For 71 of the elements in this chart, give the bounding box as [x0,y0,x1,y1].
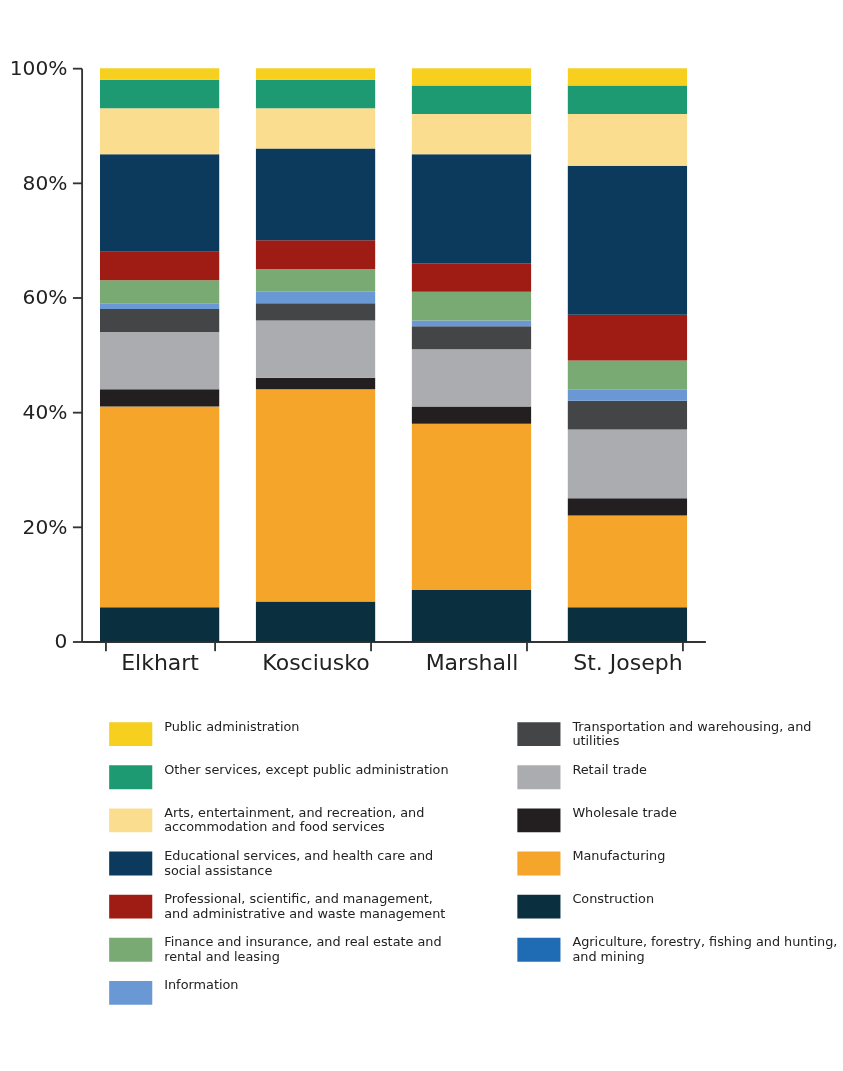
x-tick-label: Elkhart [121,650,200,676]
bar [567,429,688,499]
legend-label: Information [164,977,239,993]
bar [99,303,220,310]
bar [567,389,688,401]
legend-label: Arts, entertainment, and recreation, and accommodation and food services [164,804,425,835]
bar [411,423,532,590]
x-tick-label: Kosciusko [262,650,370,676]
bar [567,68,688,86]
bar [99,68,220,80]
bar [99,108,220,155]
y-tick-label: 0 [54,629,68,654]
bar [411,320,532,327]
bar [411,68,532,86]
bar [255,68,376,80]
bar [567,165,688,315]
legend-label: Transportation and warehousing, and utilities [571,718,812,749]
bar [567,360,688,390]
bar [255,148,376,241]
bar [255,601,376,642]
bar [255,303,376,321]
bar [99,331,220,390]
bar [567,85,688,115]
legend-label: Agriculture, forestry, fishing and hunting, and mining [572,934,838,964]
bar [411,263,532,292]
legend-label: Wholesale trade [572,804,677,820]
legend-label: Educational services, and health care and social assistance [164,847,434,878]
bar [99,607,220,642]
legend-label: Finance and insurance, and real estate and rental and leasing [164,934,442,964]
bar [411,589,532,642]
legend-label: Retail trade [572,761,648,777]
bar [255,268,376,292]
bar [567,607,688,642]
bar [99,309,220,332]
bar [411,114,532,155]
y-tick-label: 40% [22,400,68,425]
y-tick-label: 60% [22,285,68,310]
bar [99,251,220,281]
bar [411,406,532,424]
legend-label: Construction [572,890,655,906]
bar [99,389,220,407]
bar [567,114,688,166]
bar [255,291,376,304]
bar [411,85,532,115]
bar [567,498,688,516]
bar [255,377,376,390]
legend-label: Public administration [164,718,300,734]
x-tick-label: Marshall [425,650,519,676]
x-tick-label: St. Joseph [573,650,683,676]
bar [411,326,532,350]
legend-label: Other services, except public administration [164,761,449,777]
legend-label: Manufacturing [572,847,666,863]
legend-label: Professional, scientific, and management, and administrative and waste management [164,890,446,921]
bar [567,314,688,361]
bar [99,280,220,304]
bar [255,389,376,602]
bar [99,154,220,252]
bar [255,108,376,149]
bar [255,240,376,269]
bar [255,79,376,109]
bar [411,291,532,321]
bar [411,154,532,264]
bar [99,406,220,608]
bar [567,515,688,608]
bar [99,79,220,109]
bar [411,349,532,407]
bar [567,400,688,430]
y-tick-label: 20% [22,514,68,539]
bar [255,320,376,378]
y-tick-label: 100% [9,56,68,81]
y-tick-label: 80% [22,170,68,195]
